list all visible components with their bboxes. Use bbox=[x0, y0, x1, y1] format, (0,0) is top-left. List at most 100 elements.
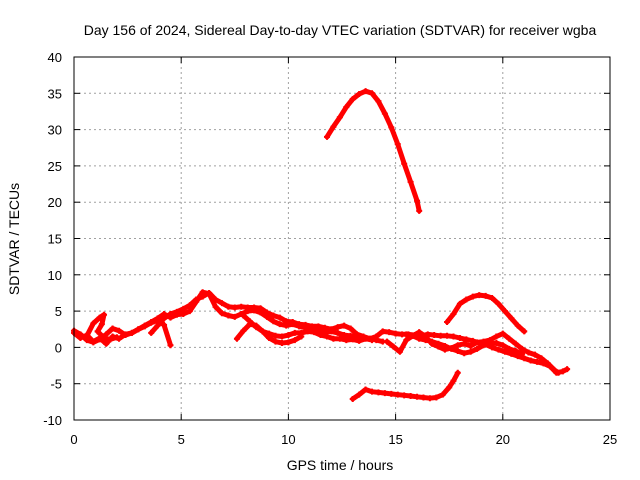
data-point bbox=[225, 303, 232, 310]
data-point bbox=[476, 292, 483, 299]
series-line-track-10 bbox=[444, 292, 527, 334]
data-point bbox=[422, 337, 429, 344]
y-tick-label: -5 bbox=[50, 377, 62, 392]
data-point bbox=[525, 349, 532, 356]
series-line-track-2 bbox=[71, 318, 173, 348]
data-point bbox=[448, 345, 455, 352]
data-point bbox=[304, 328, 311, 335]
data-point bbox=[225, 312, 232, 319]
data-point bbox=[409, 332, 416, 339]
data-point bbox=[101, 334, 108, 341]
data-point bbox=[394, 141, 401, 148]
data-point bbox=[77, 331, 84, 338]
data-point bbox=[343, 337, 350, 344]
y-axis-label: SDTVAR / TECUs bbox=[6, 183, 22, 295]
data-point bbox=[441, 342, 448, 349]
data-point bbox=[308, 323, 315, 330]
data-point bbox=[154, 322, 161, 329]
data-point bbox=[454, 342, 461, 349]
data-point bbox=[454, 348, 461, 355]
data-point bbox=[506, 335, 513, 342]
data-point bbox=[291, 337, 298, 344]
data-point bbox=[334, 329, 341, 336]
data-point bbox=[416, 329, 423, 336]
data-point bbox=[416, 335, 423, 342]
data-point bbox=[231, 304, 238, 311]
data-point bbox=[454, 369, 461, 376]
data-point bbox=[356, 337, 363, 344]
data-point bbox=[109, 325, 116, 332]
data-point bbox=[266, 330, 273, 337]
data-point bbox=[90, 339, 97, 346]
series-points-track-8 bbox=[384, 329, 562, 376]
data-point bbox=[437, 332, 444, 339]
data-point bbox=[83, 332, 90, 339]
data-point bbox=[486, 340, 493, 347]
data-point bbox=[96, 336, 103, 343]
data-point bbox=[544, 360, 551, 367]
data-point bbox=[238, 303, 245, 310]
x-tick-label: 20 bbox=[496, 432, 510, 447]
data-point bbox=[94, 328, 101, 335]
data-point bbox=[388, 124, 395, 131]
data-point bbox=[416, 207, 423, 214]
data-point bbox=[231, 313, 238, 320]
data-point bbox=[499, 330, 506, 337]
data-point bbox=[551, 366, 558, 373]
data-point bbox=[519, 345, 526, 352]
series-line-track-8 bbox=[384, 329, 561, 376]
data-point bbox=[426, 395, 433, 402]
data-point bbox=[396, 348, 403, 355]
data-point bbox=[186, 302, 193, 309]
data-point bbox=[272, 338, 279, 345]
series-points-track-6 bbox=[240, 312, 376, 344]
data-point bbox=[240, 312, 247, 319]
data-point bbox=[519, 350, 526, 357]
data-point bbox=[531, 351, 538, 358]
data-series bbox=[71, 88, 571, 402]
data-point bbox=[534, 358, 541, 365]
data-point bbox=[390, 343, 397, 350]
data-point bbox=[257, 305, 264, 312]
data-point bbox=[420, 394, 427, 401]
data-point bbox=[467, 342, 474, 349]
data-point bbox=[328, 326, 335, 333]
data-point bbox=[489, 295, 496, 302]
data-point bbox=[414, 197, 421, 204]
data-point bbox=[103, 340, 110, 347]
x-axis-label: GPS time / hours bbox=[287, 457, 394, 473]
data-point bbox=[270, 312, 277, 319]
data-point bbox=[482, 292, 489, 299]
data-point bbox=[461, 350, 468, 357]
data-point bbox=[272, 332, 279, 339]
data-point bbox=[251, 304, 258, 311]
data-point bbox=[450, 333, 457, 340]
data-point bbox=[403, 331, 410, 338]
data-point bbox=[148, 329, 155, 336]
y-tick-label: 25 bbox=[48, 159, 62, 174]
data-point bbox=[450, 311, 457, 318]
data-point bbox=[362, 88, 369, 95]
data-point bbox=[446, 384, 453, 391]
data-point bbox=[122, 332, 129, 339]
data-point bbox=[495, 346, 502, 353]
data-point bbox=[388, 390, 395, 397]
data-point bbox=[407, 178, 414, 185]
data-point bbox=[244, 304, 251, 311]
data-point bbox=[349, 395, 356, 402]
series-points-track-3 bbox=[83, 311, 120, 343]
data-point bbox=[218, 310, 225, 317]
data-point bbox=[392, 330, 399, 337]
data-point bbox=[193, 296, 200, 303]
data-point bbox=[323, 333, 330, 340]
data-point bbox=[463, 296, 470, 303]
data-point bbox=[401, 160, 408, 167]
data-point bbox=[564, 366, 571, 373]
data-point bbox=[161, 321, 168, 328]
data-point bbox=[180, 305, 187, 312]
data-point bbox=[431, 332, 438, 339]
x-tick-label: 5 bbox=[178, 432, 185, 447]
data-point bbox=[401, 392, 408, 399]
data-point bbox=[330, 335, 337, 342]
data-point bbox=[128, 329, 135, 336]
